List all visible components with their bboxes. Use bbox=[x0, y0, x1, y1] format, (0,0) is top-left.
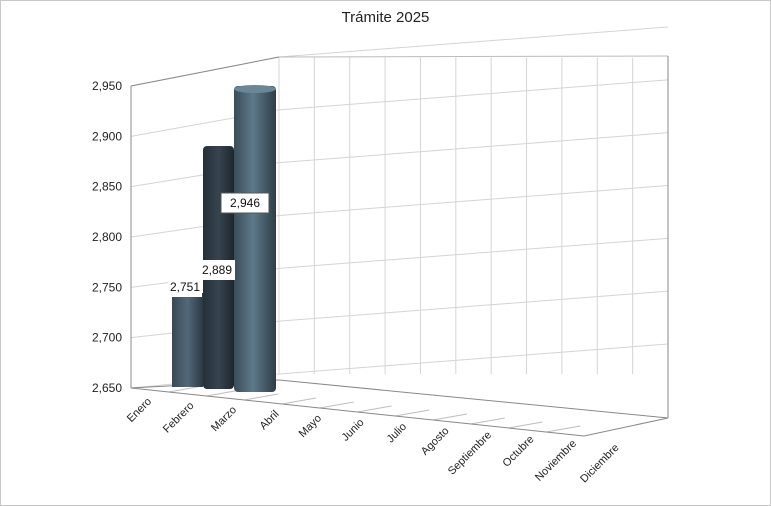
x-tick-label: Marzo bbox=[209, 404, 239, 434]
bar-abril bbox=[234, 86, 276, 392]
x-tick-label: Febrero bbox=[161, 400, 197, 436]
back-gridline bbox=[278, 132, 669, 164]
x-axis bbox=[130, 387, 585, 437]
floor-gridline bbox=[546, 425, 581, 433]
bar-layer bbox=[172, 85, 276, 392]
x-tick-label: Enero bbox=[125, 396, 154, 425]
y-tick-label: 2,900 bbox=[92, 129, 122, 143]
x-tick-label: Junio bbox=[340, 417, 367, 444]
x-tick-label: Abril bbox=[258, 408, 282, 432]
back-gridline bbox=[278, 26, 669, 58]
y-tick-label: 2,650 bbox=[92, 381, 122, 395]
floor-back-edge bbox=[278, 379, 669, 419]
data-label: 2,889 bbox=[202, 263, 232, 277]
floor-gridline bbox=[281, 397, 317, 405]
x-tick-label: Septiembre bbox=[446, 429, 494, 477]
data-label: 2,751 bbox=[170, 280, 200, 294]
label-layer: 2,650 2,700 2,750 2,800 2,850 2,900 2,950 Enero… bbox=[92, 79, 622, 485]
floor-gridline bbox=[357, 405, 392, 413]
x-tick-label: Julio bbox=[385, 421, 409, 445]
data-label-box bbox=[168, 277, 202, 297]
x-tick-label: Mayo bbox=[297, 412, 325, 440]
y-tick-label: 2,800 bbox=[92, 230, 122, 244]
y-tick-label: 2,850 bbox=[92, 180, 122, 194]
floor-right-edge bbox=[583, 417, 669, 437]
x-tick-label: Noviembre bbox=[533, 438, 579, 484]
back-gridline bbox=[278, 237, 669, 269]
x-tick-label: Diciembre bbox=[578, 442, 621, 485]
bar-top-cap bbox=[234, 85, 276, 93]
x-tick-label: Agosto bbox=[419, 425, 452, 458]
back-gridline bbox=[278, 343, 669, 375]
data-label-box bbox=[199, 260, 235, 280]
floor-gridline bbox=[319, 401, 354, 409]
y-tick-label: 2,700 bbox=[92, 331, 122, 345]
back-gridline bbox=[278, 185, 669, 216]
bar-febrero bbox=[172, 293, 203, 387]
floor-gridline bbox=[206, 389, 241, 397]
floor-gridline bbox=[244, 393, 279, 401]
chart-title: Trámite 2025 bbox=[341, 9, 430, 26]
floor-gridline bbox=[395, 409, 430, 417]
floor-gridline bbox=[432, 413, 468, 421]
top-left-edge bbox=[130, 56, 280, 87]
x-tick-label: Octubre bbox=[500, 433, 536, 469]
back-gridline bbox=[278, 79, 669, 111]
back-gridline bbox=[278, 290, 669, 322]
axis-layer bbox=[130, 55, 669, 437]
y-tick-label: 2,750 bbox=[92, 280, 122, 294]
floor-gridline bbox=[508, 421, 543, 429]
y-tick-label: 2,950 bbox=[92, 79, 122, 93]
data-label: 2,946 bbox=[230, 196, 260, 210]
top-back-edge bbox=[278, 55, 669, 58]
floor-gridline bbox=[470, 417, 505, 425]
data-label-box bbox=[220, 192, 270, 214]
